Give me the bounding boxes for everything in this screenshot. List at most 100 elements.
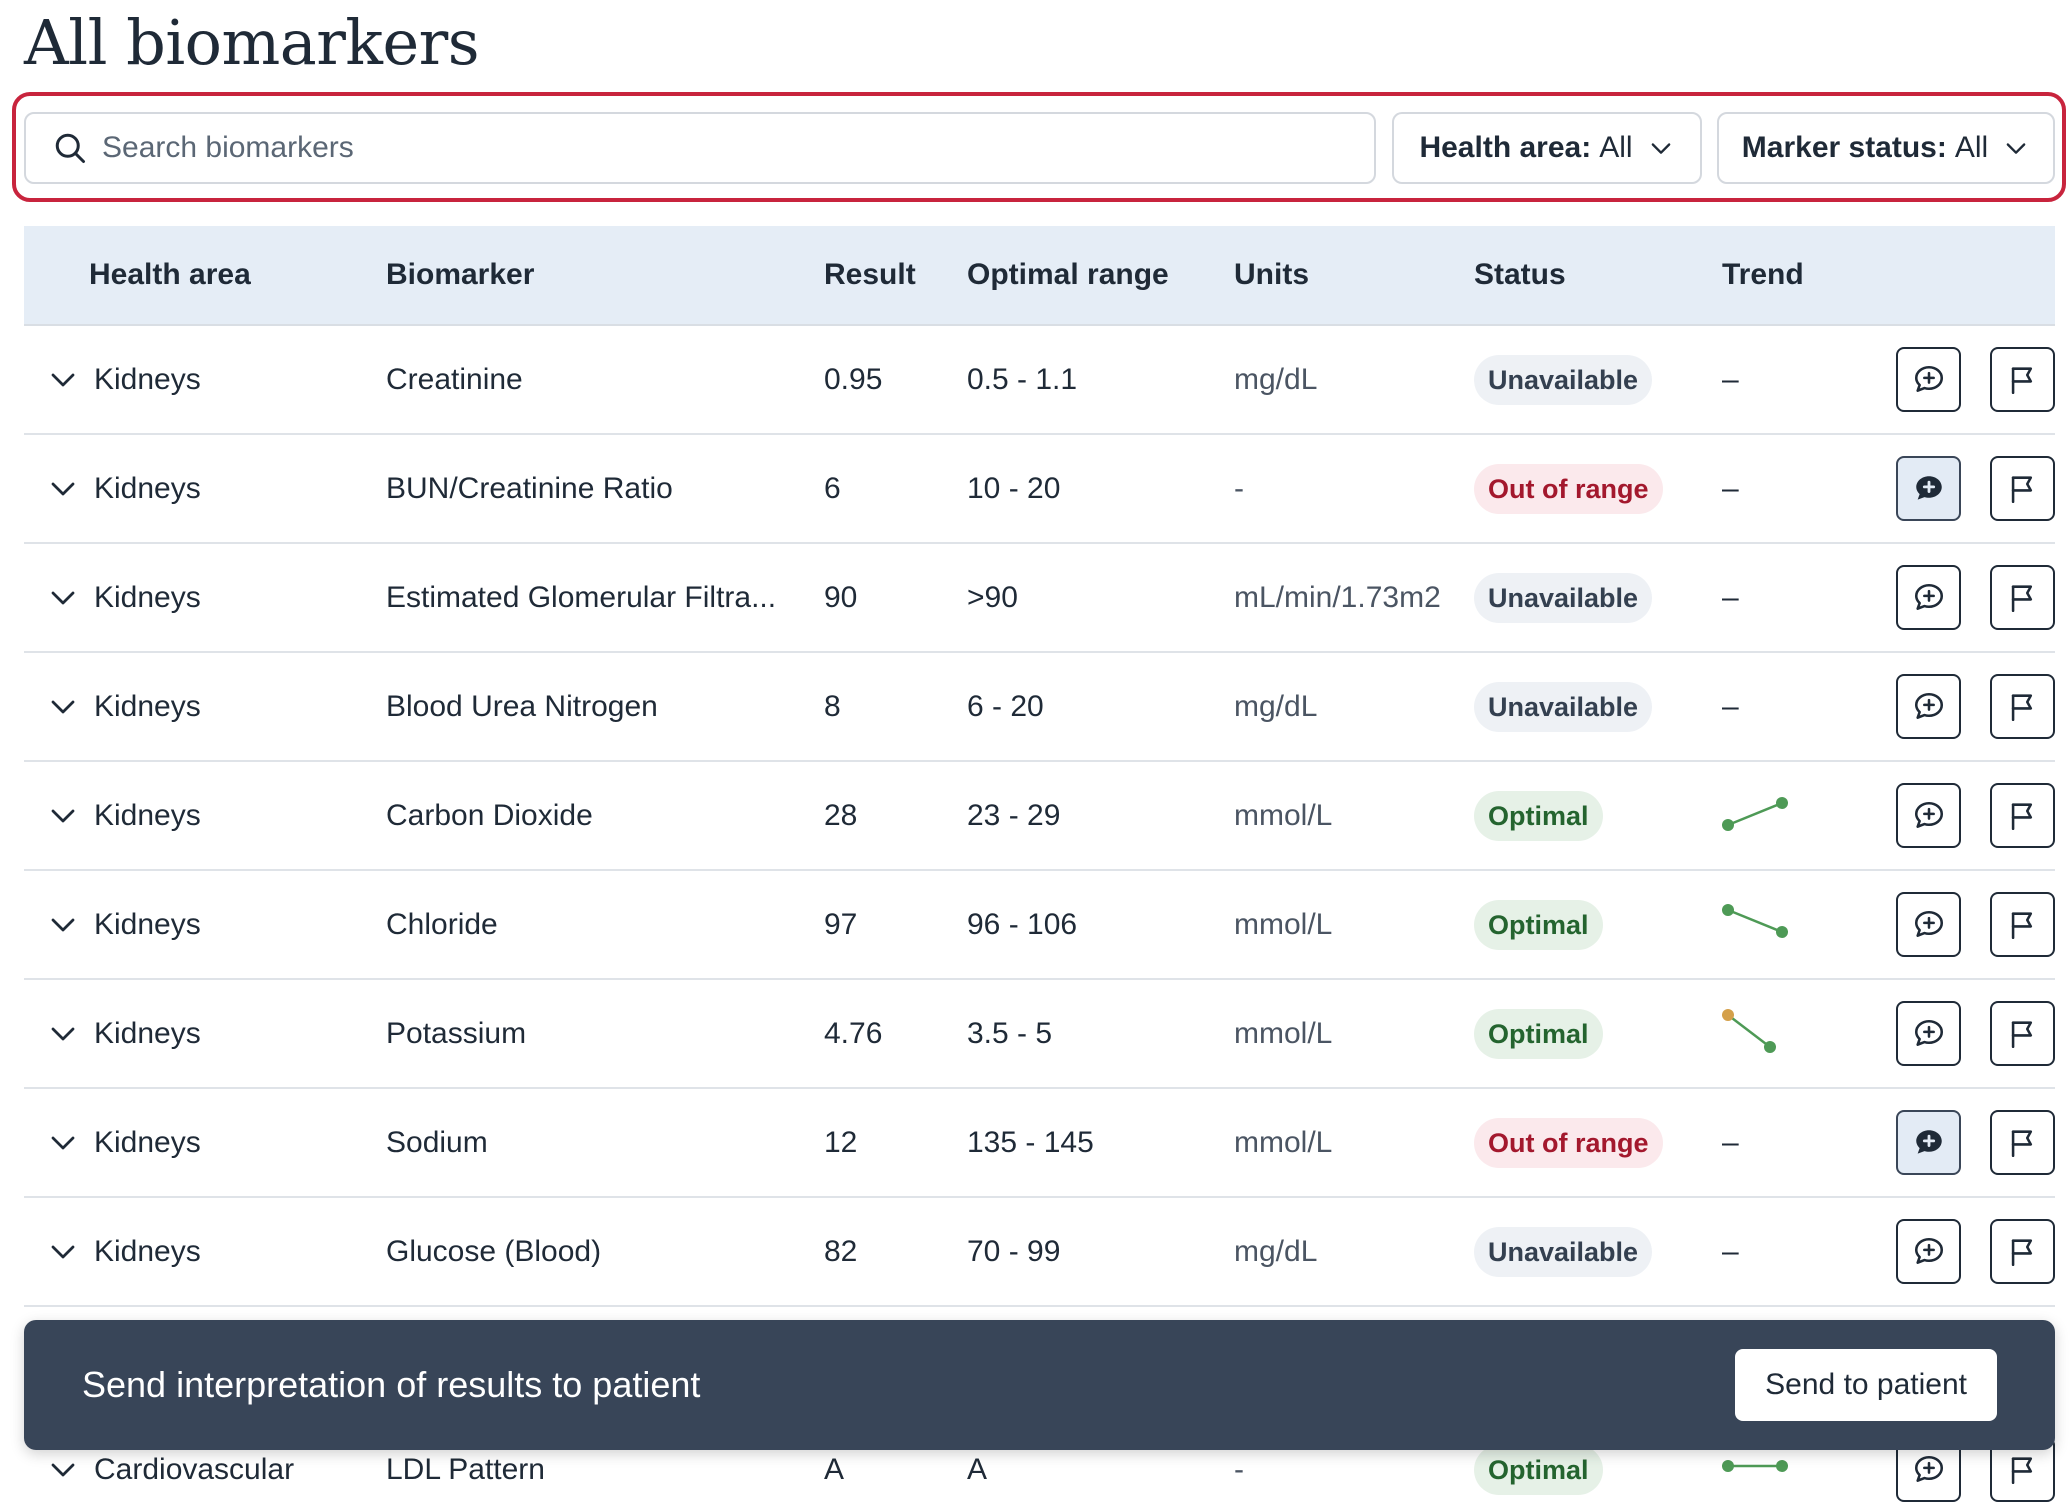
- table-row[interactable]: Cardiovascular LDL Pattern A A - Optimal: [24, 1416, 2055, 1508]
- cell-actions: [1862, 1219, 2055, 1284]
- table-row[interactable]: Kidneys BUN/Creatinine Ratio 6 10 - 20 -…: [24, 435, 2055, 544]
- trend-point: [1776, 925, 1788, 938]
- flag-button[interactable]: [1990, 1110, 2055, 1175]
- health-area-text: Kidneys: [94, 362, 201, 396]
- cell-units: mmol/L: [1234, 1016, 1333, 1050]
- status-badge: Optimal: [1474, 1444, 1603, 1495]
- cell-health-area: Kidneys: [24, 472, 386, 506]
- cell-health-area: Cardiovascular: [24, 1453, 386, 1487]
- comment-plus-icon: [1914, 1455, 1943, 1482]
- chevron-down-icon[interactable]: [48, 1128, 78, 1158]
- trend-line: [1727, 801, 1783, 826]
- chevron-down-icon[interactable]: [48, 910, 78, 940]
- table-row[interactable]: Kidneys Blood Urea Nitrogen 8 6 - 20 mg/…: [24, 653, 2055, 762]
- cell-units: -: [1234, 471, 1244, 505]
- health-area-text: Kidneys: [94, 1016, 201, 1050]
- cell-units: mmol/L: [1234, 907, 1333, 941]
- add-comment-button[interactable]: [1896, 565, 1961, 630]
- table-row[interactable]: Kidneys Carbon Dioxide 28 23 - 29 mmol/L…: [24, 762, 2055, 871]
- chevron-down-icon[interactable]: [48, 1455, 78, 1485]
- cell-actions: [1862, 892, 2055, 957]
- chevron-down-icon[interactable]: [48, 365, 78, 395]
- flag-button[interactable]: [1990, 456, 2055, 521]
- table-row[interactable]: Kidneys Creatinine 0.95 0.5 - 1.1 mg/dL …: [24, 326, 2055, 435]
- cell-biomarker: Chloride: [386, 907, 498, 941]
- flag-button[interactable]: [1990, 783, 2055, 848]
- cell-status: Optimal: [1474, 899, 1722, 950]
- add-comment-button[interactable]: [1896, 892, 1961, 957]
- health-area-text: Cardiovascular: [94, 1452, 295, 1486]
- header-result[interactable]: Result: [824, 258, 916, 291]
- trend-empty: –: [1722, 689, 1739, 723]
- health-area-filter[interactable]: Health area: All: [1392, 112, 1702, 184]
- marker-status-filter[interactable]: Marker status: All: [1717, 112, 2055, 184]
- trend-sparkline[interactable]: [1722, 896, 1792, 946]
- add-comment-button[interactable]: [1896, 674, 1961, 739]
- cell-trend: [1722, 896, 1862, 954]
- cell-result: 12: [824, 1125, 858, 1159]
- flag-button[interactable]: [1990, 1219, 2055, 1284]
- cell-biomarker: Glucose (Blood): [386, 1234, 602, 1268]
- table-row[interactable]: Kidneys Estimated Glomerular Filtra... 9…: [24, 544, 2055, 653]
- search-icon: [55, 133, 85, 163]
- chevron-down-icon[interactable]: [48, 1019, 78, 1049]
- add-comment-button[interactable]: [1896, 347, 1961, 412]
- health-area-text: Kidneys: [94, 580, 201, 614]
- table-row[interactable]: Kidneys Glucose (Blood) 82 70 - 99 mg/dL…: [24, 1198, 2055, 1307]
- health-area-text: Kidneys: [94, 798, 201, 832]
- header-biomarker[interactable]: Biomarker: [386, 258, 535, 291]
- header-health-area[interactable]: Health area: [89, 258, 251, 291]
- cell-health-area: Kidneys: [24, 908, 386, 942]
- cell-actions: [1862, 1110, 2055, 1175]
- cell-status: Optimal: [1474, 1008, 1722, 1059]
- add-comment-button[interactable]: [1896, 1001, 1961, 1066]
- flag-button[interactable]: [1990, 565, 2055, 630]
- cell-units: mg/dL: [1234, 1234, 1318, 1268]
- trend-point: [1722, 1459, 1734, 1472]
- cell-biomarker: Estimated Glomerular Filtra...: [386, 580, 777, 614]
- chevron-down-icon[interactable]: [48, 801, 78, 831]
- cell-optimal-range: 96 - 106: [967, 907, 1078, 941]
- trend-sparkline[interactable]: [1722, 1005, 1792, 1055]
- search-input[interactable]: [102, 131, 1302, 165]
- table-row[interactable]: Kidneys Sodium 12 135 - 145 mmol/L Out o…: [24, 1089, 2055, 1198]
- status-badge: Unavailable: [1474, 1226, 1653, 1277]
- chevron-down-icon[interactable]: [48, 583, 78, 613]
- cell-status: Optimal: [1474, 1444, 1722, 1495]
- trend-point: [1776, 796, 1788, 809]
- flag-button[interactable]: [1990, 892, 2055, 957]
- add-comment-button[interactable]: [1896, 1110, 1961, 1175]
- health-area-text: Kidneys: [94, 1234, 201, 1268]
- cell-optimal-range: 70 - 99: [967, 1234, 1061, 1268]
- status-badge: Optimal: [1474, 899, 1603, 950]
- cell-units: mL/min/1.73m2: [1234, 580, 1441, 614]
- add-comment-button[interactable]: [1896, 783, 1961, 848]
- table-row[interactable]: Kidneys Chloride 97 96 - 106 mmol/L Opti…: [24, 871, 2055, 980]
- flag-button[interactable]: [1990, 1001, 2055, 1066]
- add-comment-button[interactable]: [1896, 456, 1961, 521]
- table-row[interactable]: Kidneys Potassium 4.76 3.5 - 5 mmol/L Op…: [24, 980, 2055, 1089]
- header-status[interactable]: Status: [1474, 258, 1566, 291]
- health-area-text: Kidneys: [94, 471, 201, 505]
- cell-status: Unavailable: [1474, 681, 1722, 732]
- chevron-down-icon[interactable]: [48, 692, 78, 722]
- flag-icon: [2011, 1238, 2032, 1266]
- send-to-patient-button[interactable]: Send to patient: [1735, 1349, 1997, 1421]
- header-units[interactable]: Units: [1234, 258, 1309, 291]
- header-trend[interactable]: Trend: [1722, 258, 1804, 291]
- flag-button[interactable]: [1990, 347, 2055, 412]
- trend-sparkline[interactable]: [1722, 1441, 1792, 1491]
- chevron-down-icon[interactable]: [48, 1237, 78, 1267]
- cell-health-area: Kidneys: [24, 1017, 386, 1051]
- cell-result: 28: [824, 798, 858, 832]
- health-area-text: Kidneys: [94, 689, 201, 723]
- chevron-down-icon[interactable]: [48, 474, 78, 504]
- add-comment-button[interactable]: [1896, 1219, 1961, 1284]
- search-box[interactable]: [24, 112, 1376, 184]
- status-badge: Out of range: [1474, 1117, 1663, 1168]
- header-optimal-range[interactable]: Optimal range: [967, 258, 1169, 291]
- trend-sparkline[interactable]: [1722, 787, 1792, 837]
- flag-button[interactable]: [1990, 674, 2055, 739]
- trend-point: [1722, 1008, 1734, 1021]
- cell-units: -: [1234, 1452, 1244, 1486]
